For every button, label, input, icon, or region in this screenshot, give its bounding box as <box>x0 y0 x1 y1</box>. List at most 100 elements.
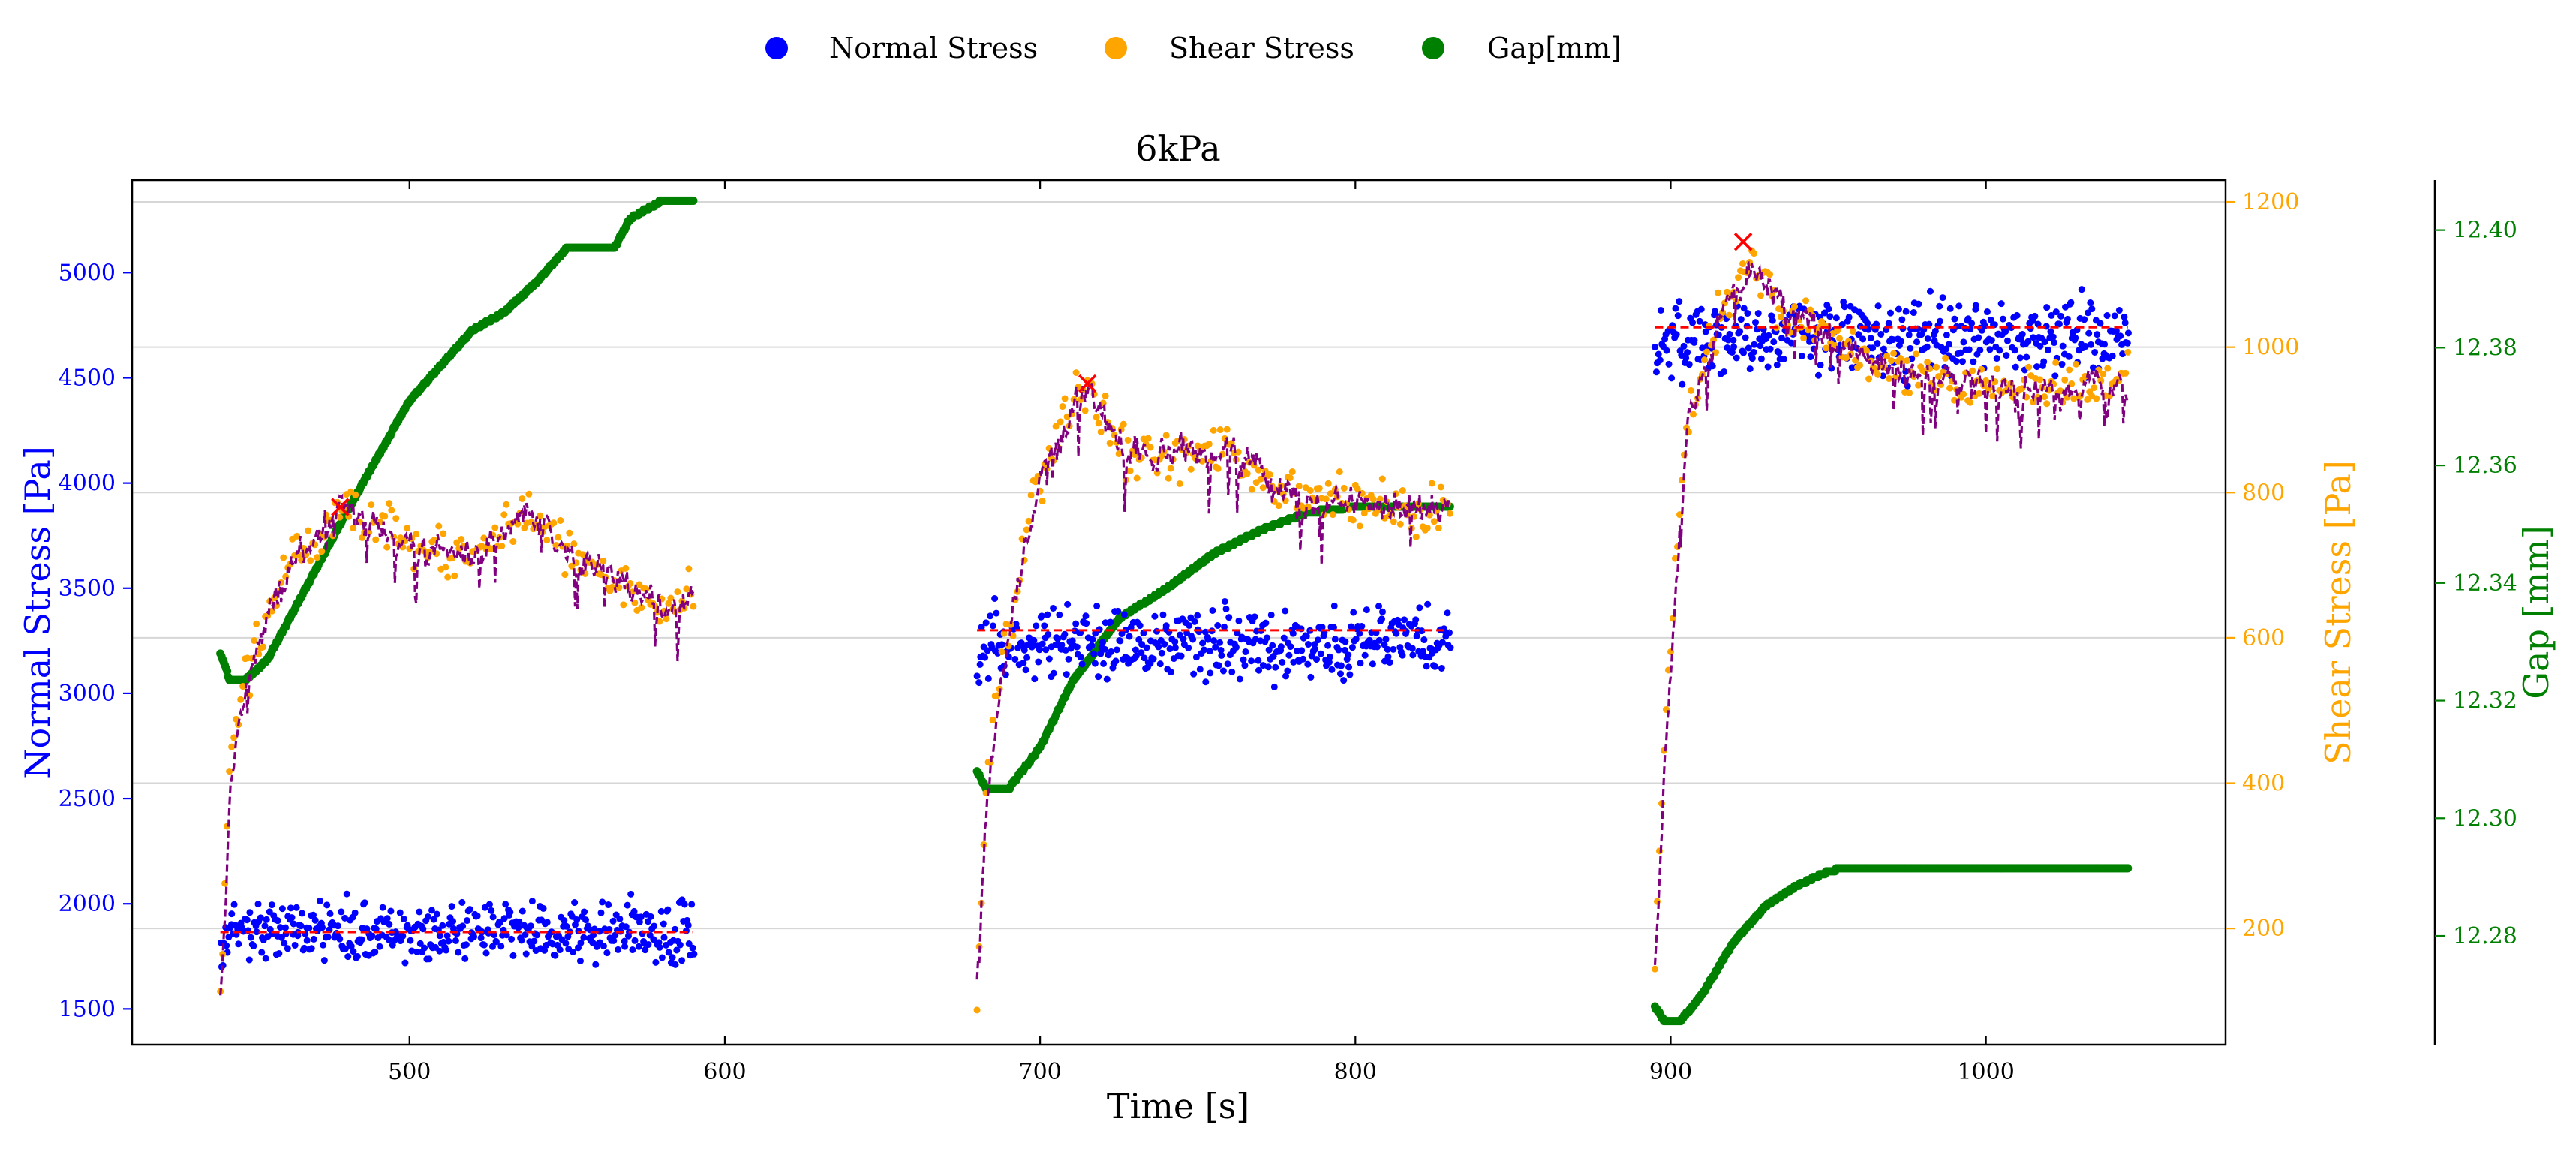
normal-point <box>344 953 352 961</box>
x-tick-label: 800 <box>1334 1059 1377 1085</box>
normal-point <box>1905 331 1913 338</box>
normal-point <box>1044 611 1051 618</box>
normal-point <box>1324 642 1332 649</box>
normal-point <box>1874 340 1881 347</box>
shear-point <box>1946 384 1954 392</box>
normal-point <box>439 922 446 929</box>
normal-point <box>621 937 628 945</box>
normal-point <box>615 946 622 953</box>
normal-point <box>2018 331 2026 338</box>
shear-point <box>1390 518 1397 525</box>
normal-point <box>1228 668 1236 675</box>
shear-tick-label: 1200 <box>2242 189 2299 215</box>
normal-point <box>672 925 679 933</box>
normal-point <box>1726 330 1733 338</box>
shear-point <box>1850 328 1857 335</box>
normal-point <box>1077 654 1084 661</box>
normal-point <box>428 907 436 914</box>
normal-point <box>1739 349 1747 356</box>
shear-point <box>2066 366 2073 374</box>
normal-point <box>235 940 242 948</box>
shear-point <box>1967 399 1974 406</box>
normal-point <box>531 937 538 945</box>
normal-point <box>573 916 581 924</box>
normal-point <box>2003 337 2011 344</box>
normal-point <box>1221 597 1228 605</box>
normal-point <box>1907 344 1914 352</box>
normal-point <box>1424 600 1432 608</box>
normal-point <box>1379 608 1387 615</box>
normal-point <box>305 925 313 932</box>
shear-point <box>1890 350 1898 357</box>
normal-point <box>311 916 319 924</box>
shear-point <box>1061 395 1069 402</box>
normal-point <box>257 914 264 922</box>
shear-point <box>1913 350 1920 358</box>
normal-point <box>1277 643 1285 651</box>
normal-point <box>455 949 462 956</box>
normal-point <box>492 938 500 946</box>
normal-point <box>580 934 588 941</box>
shear-point <box>1124 436 1132 444</box>
normal-point <box>383 915 391 922</box>
normal-point <box>1798 352 1805 359</box>
shear-point <box>1412 533 1420 540</box>
normal-point <box>987 612 994 620</box>
shear-point <box>314 554 321 561</box>
shear-point <box>1349 516 1357 524</box>
normal-point <box>1099 639 1106 646</box>
shear-point <box>383 543 391 551</box>
normal-point <box>281 924 289 931</box>
normal-point <box>1117 637 1124 645</box>
normal-point <box>1185 644 1192 651</box>
normal-point <box>1091 660 1099 667</box>
normal-point <box>470 933 478 940</box>
normal-point <box>2049 333 2057 341</box>
normal-point <box>1171 638 1179 645</box>
normal-point <box>449 918 457 925</box>
shear-point <box>1802 297 1810 305</box>
normal-point <box>543 919 551 926</box>
normal-tick-label: 2000 <box>59 891 116 917</box>
normal-point <box>991 594 999 602</box>
normal-point <box>1215 662 1222 669</box>
gap-tick-label: 12.34 <box>2453 570 2517 597</box>
shear-point <box>1924 359 1931 366</box>
normal-point <box>1062 646 1069 654</box>
x-tick-label: 600 <box>703 1059 746 1085</box>
shear-point <box>1205 441 1213 448</box>
normal-point <box>462 941 470 949</box>
normal-point <box>2051 339 2058 347</box>
legend-marker-gap <box>1422 37 1444 59</box>
normal-point <box>1189 636 1197 643</box>
normal-point <box>665 949 672 956</box>
shear-point <box>1904 357 1911 365</box>
legend-marker-normal <box>765 37 788 59</box>
normal-point <box>1348 644 1356 651</box>
normal-point <box>642 946 649 954</box>
normal-point <box>1867 335 1874 342</box>
x-tick-label: 700 <box>1018 1059 1061 1085</box>
normal-point <box>1960 338 1967 346</box>
normal-point <box>2115 306 2123 314</box>
normal-point <box>1263 634 1270 642</box>
shear-point <box>2052 359 2060 366</box>
normal-point <box>1225 614 1233 621</box>
normal-point <box>466 906 473 913</box>
x-tick-label: 900 <box>1649 1059 1692 1085</box>
normal-point <box>1143 644 1150 651</box>
normal-point <box>1206 648 1213 655</box>
normal-point <box>1409 651 1417 659</box>
normal-point <box>1346 671 1354 678</box>
normal-point <box>647 913 654 920</box>
normal-point <box>982 619 990 627</box>
shear-point <box>1340 484 1348 492</box>
shear-tick-label: 1000 <box>2242 335 2299 361</box>
shear-point <box>622 564 630 572</box>
normal-point <box>688 901 696 908</box>
normal-point <box>1975 334 1982 341</box>
normal-point <box>631 937 639 944</box>
normal-point <box>245 956 253 964</box>
normal-point <box>1737 316 1745 323</box>
normal-point <box>1412 616 1420 624</box>
